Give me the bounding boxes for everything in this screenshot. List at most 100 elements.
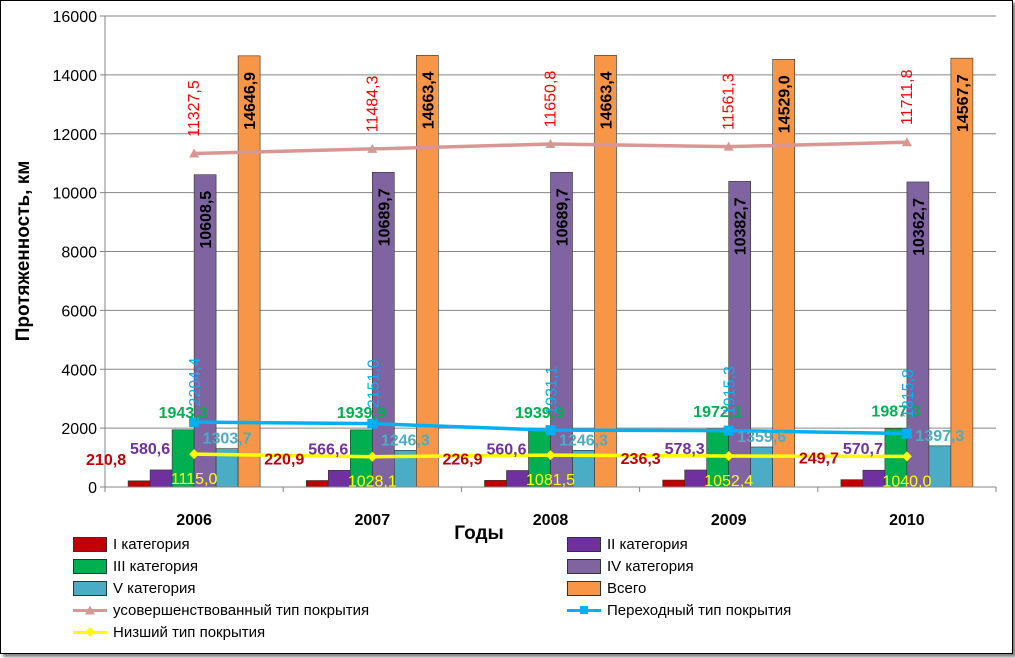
- legend-item: I категория: [73, 533, 190, 555]
- legend-label: V категория: [113, 579, 196, 597]
- y-tick-label: 10000: [53, 186, 98, 203]
- legend-line: [73, 605, 107, 615]
- legend-swatch: [73, 536, 107, 552]
- data-label: 10689,7: [376, 188, 393, 246]
- data-label: 2204,4: [187, 358, 204, 407]
- legend-item: IV категория: [567, 555, 694, 577]
- data-label: 566,6: [308, 441, 348, 458]
- data-label: 249,7: [799, 451, 839, 468]
- bar: [484, 480, 507, 488]
- data-label: 578,3: [665, 441, 705, 458]
- data-label: 1052,4: [704, 473, 753, 490]
- legend-swatch: [73, 603, 107, 617]
- legend-marker: [85, 627, 95, 637]
- data-label: 14663,4: [420, 71, 437, 129]
- data-label: 11327,5: [186, 80, 203, 137]
- data-label: 210,8: [86, 452, 126, 469]
- bar: [662, 479, 686, 488]
- bar: [928, 445, 952, 488]
- y-tick-label: 12000: [53, 127, 98, 144]
- data-label: 1246,3: [559, 432, 608, 449]
- data-label: 2151,0: [365, 359, 382, 408]
- data-label: 1081,5: [526, 472, 575, 489]
- x-tick-label: 2010: [889, 512, 925, 529]
- y-axis-title: Протяженность, км: [13, 161, 34, 342]
- legend-marker: [580, 606, 588, 614]
- legend-label: III категория: [113, 557, 198, 575]
- data-label: 1939,9: [515, 405, 564, 422]
- data-label: 1115,0: [171, 471, 218, 488]
- legend-line: [73, 627, 107, 637]
- line-point: [545, 139, 556, 149]
- data-label: 1303,7: [203, 431, 252, 448]
- data-label: 1028,1: [348, 474, 397, 491]
- data-label: 226,9: [442, 451, 482, 468]
- line-point: [901, 428, 912, 439]
- data-label: 580,6: [130, 441, 170, 458]
- bar: [305, 480, 329, 488]
- bar: [840, 479, 864, 488]
- y-tick-label: 0: [88, 480, 97, 497]
- legend-item: Всего: [567, 577, 646, 599]
- data-label: 570,7: [843, 441, 883, 458]
- line-point: [723, 141, 734, 151]
- legend-swatch: [567, 558, 601, 574]
- data-label: 1915,3: [722, 366, 739, 415]
- y-tick-label: 8000: [61, 245, 97, 262]
- data-label: 220,9: [264, 451, 304, 468]
- data-label: 11711,8: [899, 69, 916, 125]
- x-tick-label: 2006: [176, 512, 212, 529]
- data-label: 11650,8: [543, 71, 560, 128]
- legend-color-box: [567, 580, 601, 596]
- data-label: 14567,7: [955, 74, 972, 132]
- legend-label: IV категория: [607, 557, 694, 575]
- line-point: [545, 450, 556, 461]
- line-point: [189, 417, 200, 428]
- bars: [127, 55, 974, 488]
- line-point: [367, 451, 378, 462]
- x-tick-label: 2009: [711, 512, 747, 529]
- y-axis-ticks: 0 2000 4000 6000 8000 10000 12000 14000 16000: [53, 9, 105, 497]
- line-point: [367, 418, 378, 429]
- y-tick-label: 4000: [61, 362, 97, 379]
- bar: [750, 446, 774, 488]
- legend-item: III категория: [73, 555, 198, 577]
- legend-swatch: [73, 625, 107, 639]
- legend: I категория II категория III категория IV к…: [73, 533, 933, 651]
- legend-color-box: [73, 558, 107, 574]
- x-tick-label: 2007: [355, 512, 391, 529]
- y-tick-label: 2000: [61, 421, 97, 438]
- legend-label: Всего: [607, 579, 647, 597]
- lines: [189, 137, 912, 462]
- legend-label: I категория: [113, 535, 190, 553]
- x-tick-label: 2008: [533, 512, 569, 529]
- legend-swatch: [73, 558, 107, 574]
- legend-color-box: [73, 580, 107, 596]
- x-axis-ticks: 2006 2007 2008 2009 2010: [104, 487, 997, 529]
- y-tick-label: 6000: [61, 303, 97, 320]
- bar: [127, 480, 151, 488]
- line-point: [367, 143, 378, 153]
- y-tick-label: 16000: [53, 9, 98, 26]
- legend-label: Низший тип покрытия: [113, 623, 266, 641]
- data-label: 1939,9: [337, 405, 386, 422]
- bar: [149, 469, 173, 488]
- line-point: [901, 137, 912, 147]
- data-labels: 210,8 220,9 226,9 236,3 249,7 580,6 566,6 560,6…: [86, 69, 972, 490]
- data-label: 236,3: [621, 451, 661, 468]
- data-label: 1943,3: [159, 405, 208, 422]
- legend-marker: [85, 605, 95, 615]
- line-point: [189, 148, 200, 158]
- data-label: 1359,6: [737, 429, 786, 446]
- data-label: 11561,3: [721, 73, 738, 130]
- line-point: [723, 425, 734, 436]
- line-point: [723, 451, 734, 462]
- data-label: 1397,3: [915, 428, 964, 445]
- axes: [104, 16, 996, 488]
- legend-color-box: [567, 536, 601, 552]
- legend-item: Низший тип покрытия: [73, 621, 265, 643]
- data-label: 14646,9: [242, 72, 259, 130]
- line-point: [545, 425, 556, 436]
